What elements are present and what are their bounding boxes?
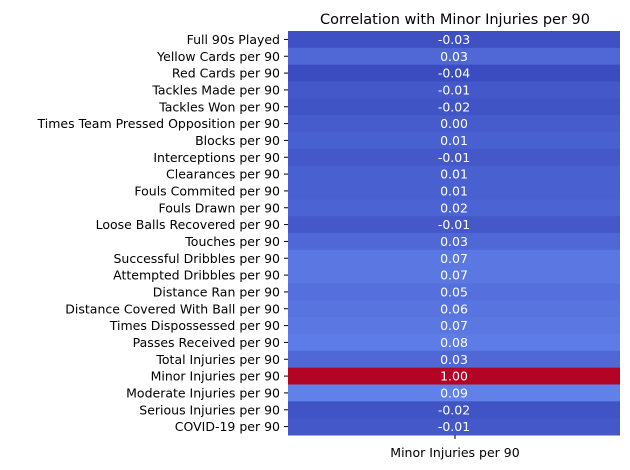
heatmap-cell	[288, 367, 620, 385]
row-label: Clearances per 90	[166, 167, 280, 182]
row-label: Times Dispossessed per 90	[109, 318, 280, 333]
heatmap-cell	[288, 148, 620, 167]
heatmap-cell	[288, 216, 620, 234]
cell-value-label: 0.08	[440, 335, 468, 350]
row-label: Times Team Pressed Opposition per 90	[37, 116, 281, 131]
row-label: Minor Injuries per 90	[151, 369, 280, 384]
heatmap-cell	[288, 47, 620, 66]
row-label: Fouls Drawn per 90	[159, 200, 281, 215]
heatmap-cell	[288, 384, 620, 402]
cell-value-label: -0.03	[438, 32, 470, 47]
heatmap-cell	[288, 199, 620, 217]
row-label: Distance Ran per 90	[153, 284, 280, 299]
cell-value-label: -0.02	[438, 99, 470, 114]
row-label: Serious Injuries per 90	[139, 402, 280, 417]
heatmap-cell	[288, 266, 620, 284]
row-label: Fouls Commited per 90	[134, 183, 280, 198]
heatmap-cell	[288, 300, 620, 318]
cell-value-label: 0.07	[440, 318, 468, 333]
row-label: Touches per 90	[184, 234, 280, 249]
cell-value-label: -0.01	[438, 150, 470, 165]
heatmap-cell	[288, 115, 620, 133]
row-label: Distance Covered With Ball per 90	[65, 301, 280, 316]
heatmap-cell	[288, 182, 620, 200]
heatmap-cell	[288, 334, 620, 352]
cell-value-label: 0.02	[440, 200, 468, 215]
cell-value-label: 0.00	[440, 116, 468, 131]
heatmap-cell	[288, 233, 620, 251]
cell-value-label: 0.03	[440, 49, 468, 64]
heatmap-cell	[288, 350, 620, 369]
cell-value-label: 0.01	[440, 167, 468, 182]
chart-title: Correlation with Minor Injuries per 90	[320, 12, 590, 28]
row-label: Tackles Made per 90	[151, 82, 280, 97]
cell-value-label: 0.01	[440, 183, 468, 198]
heatmap-cell	[288, 81, 620, 99]
row-label: Interceptions per 90	[153, 150, 280, 165]
heatmap-cell	[288, 132, 620, 150]
row-label: Yellow Cards per 90	[156, 49, 280, 64]
row-label: Passes Received per 90	[133, 335, 280, 350]
heatmap-cell	[288, 317, 620, 335]
row-label: Tackles Won per 90	[158, 99, 280, 114]
cell-value-label: -0.01	[438, 82, 470, 97]
cell-value-label: 0.01	[440, 133, 468, 148]
cell-value-label: 0.07	[440, 268, 468, 283]
heatmap-cell	[288, 31, 620, 49]
cell-value-label: 0.06	[440, 301, 468, 316]
row-label: Total Injuries per 90	[155, 352, 280, 367]
cell-value-label: -0.01	[438, 217, 470, 232]
heatmap-cell	[288, 249, 620, 268]
row-label: Moderate Injuries per 90	[126, 385, 280, 400]
cell-value-label: 0.07	[440, 251, 468, 266]
x-tick-label: Minor Injuries per 90	[390, 445, 519, 460]
cell-value-label: -0.01	[438, 419, 470, 434]
cell-value-label: 1.00	[440, 369, 468, 384]
row-label: COVID-19 per 90	[175, 419, 280, 434]
cell-value-label: -0.04	[438, 66, 470, 81]
heatmap-cell	[288, 401, 620, 419]
row-label: Full 90s Played	[187, 32, 280, 47]
heatmap-cells	[288, 31, 620, 436]
heatmap-cell	[288, 283, 620, 301]
value-labels: -0.030.03-0.04-0.01-0.020.000.01-0.010.0…	[438, 32, 470, 434]
row-label: Loose Balls Recovered per 90	[96, 217, 280, 232]
heatmap-cell	[288, 418, 620, 436]
row-label: Attempted Dribbles per 90	[113, 268, 280, 283]
row-label: Red Cards per 90	[172, 66, 280, 81]
row-label: Successful Dribbles per 90	[114, 251, 281, 266]
cell-value-label: 0.03	[440, 234, 468, 249]
cell-value-label: 0.05	[440, 284, 468, 299]
heatmap-cell	[288, 64, 620, 82]
cell-value-label: 0.03	[440, 352, 468, 367]
row-labels: Full 90s Played Yellow Cards per 90 Red Ca…	[37, 32, 288, 434]
cell-value-label: 0.09	[440, 385, 468, 400]
cell-value-label: -0.02	[438, 402, 470, 417]
heatmap-cell	[288, 98, 620, 116]
row-label: Blocks per 90	[195, 133, 280, 148]
heatmap-cell	[288, 165, 620, 183]
